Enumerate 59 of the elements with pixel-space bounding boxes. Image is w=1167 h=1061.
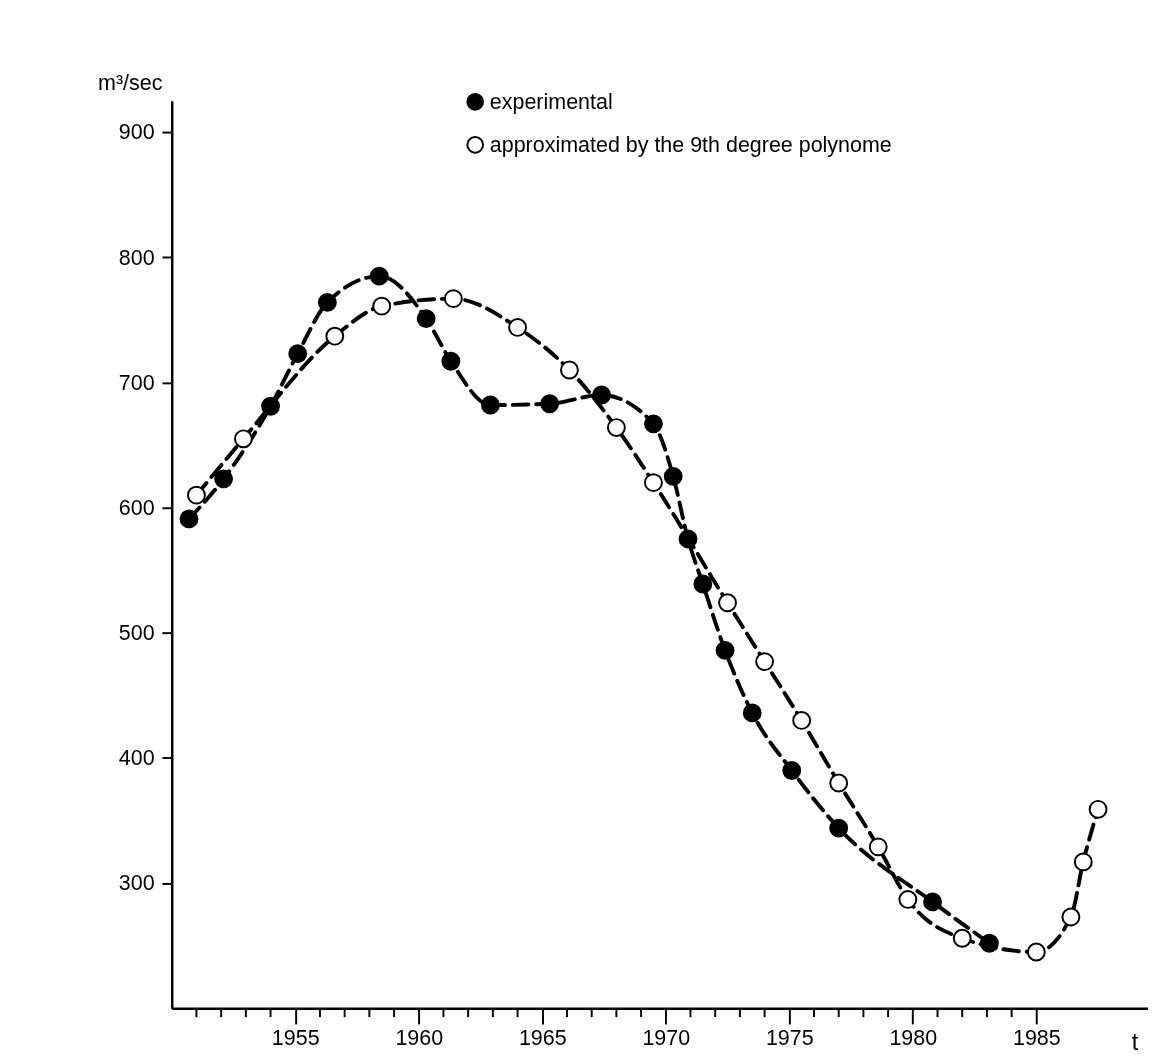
point <box>829 818 849 838</box>
point <box>923 892 942 912</box>
y-tick-label: 800 <box>118 245 155 270</box>
point <box>540 394 560 414</box>
x-axis-title: t <box>1131 1028 1139 1055</box>
point <box>829 773 849 793</box>
point <box>868 837 888 857</box>
y-axis-title: m³/sec <box>98 70 163 95</box>
point <box>718 593 737 613</box>
point <box>1061 907 1081 927</box>
point <box>179 509 199 529</box>
x-tick-label: 1955 <box>271 1025 320 1050</box>
y-tick-label: 500 <box>118 621 155 646</box>
y-tick-label: 600 <box>118 495 155 520</box>
point <box>1073 852 1093 872</box>
x-tick-label: 1980 <box>889 1025 938 1050</box>
point <box>508 318 527 337</box>
point <box>443 289 463 309</box>
y-tick-label: 400 <box>118 746 155 771</box>
point <box>214 469 234 489</box>
y-tick-label: 300 <box>118 871 155 896</box>
point <box>1026 942 1046 962</box>
point <box>1088 799 1108 819</box>
point <box>693 574 713 594</box>
point <box>606 418 626 437</box>
point <box>898 890 918 909</box>
x-tick-label: 1970 <box>642 1025 691 1050</box>
point <box>187 485 206 505</box>
point <box>560 360 579 380</box>
point <box>317 292 337 312</box>
point <box>742 703 762 723</box>
point <box>644 473 663 493</box>
point <box>480 395 500 415</box>
point <box>261 396 280 416</box>
point <box>979 933 999 953</box>
point <box>663 466 683 486</box>
point <box>952 928 972 948</box>
point <box>644 414 663 434</box>
x-tick-label: 1975 <box>765 1025 814 1050</box>
point <box>715 640 735 660</box>
point <box>416 309 436 329</box>
legend-label: experimental <box>489 89 613 114</box>
y-tick-label: 700 <box>118 370 155 395</box>
y-tick-label: 900 <box>118 120 155 145</box>
x-tick-label: 1960 <box>395 1025 444 1050</box>
point <box>288 344 308 364</box>
point <box>755 652 775 672</box>
point <box>678 529 698 549</box>
point <box>592 385 611 405</box>
point <box>792 711 812 730</box>
x-tick-label: 1965 <box>518 1025 567 1050</box>
point <box>441 351 461 371</box>
point <box>369 266 389 286</box>
legend-label: approximated by the 9th degree polynome <box>489 132 892 157</box>
point <box>233 429 253 449</box>
point <box>372 296 392 316</box>
x-tick-label: 1985 <box>1012 1025 1061 1050</box>
point <box>782 761 802 780</box>
point <box>325 326 345 346</box>
